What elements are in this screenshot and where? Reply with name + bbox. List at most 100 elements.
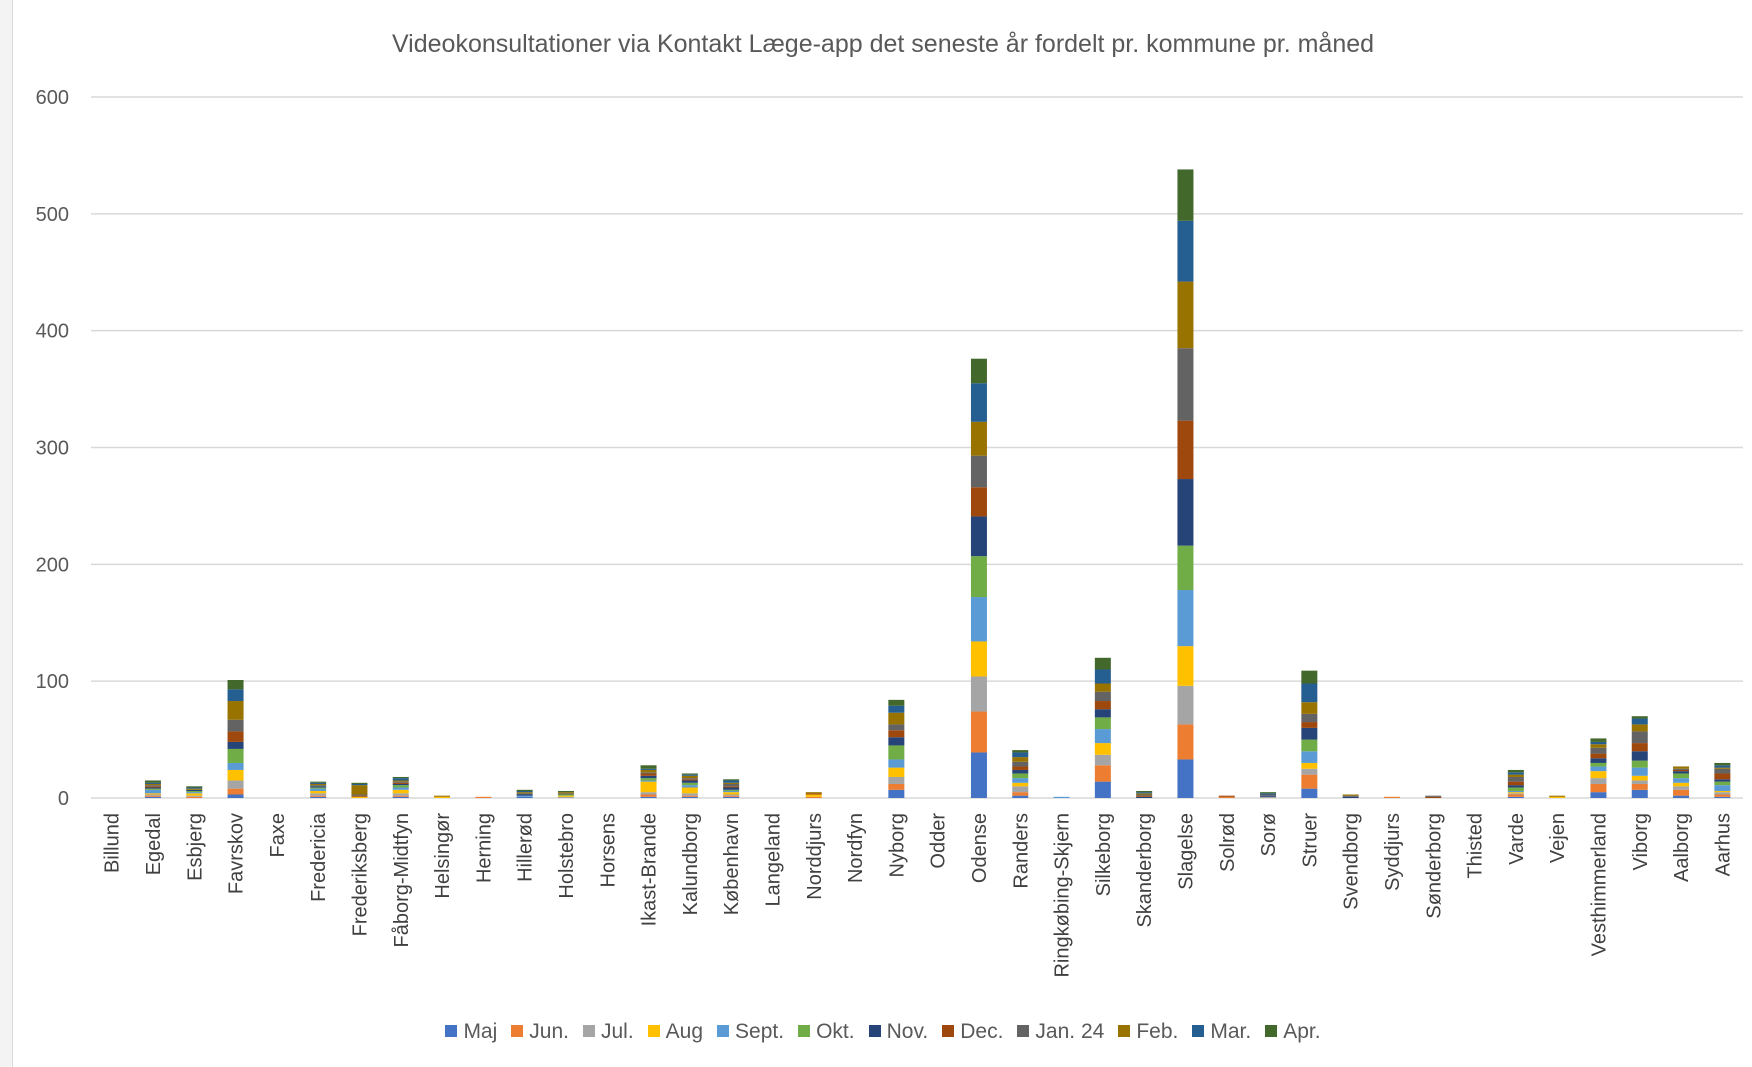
legend-label: Mar. (1210, 1020, 1252, 1043)
bar-segment (310, 783, 327, 786)
bar-segment (516, 795, 533, 797)
bar-segment (1177, 545, 1194, 591)
bar-segment (1549, 795, 1566, 797)
bar-segment (1301, 762, 1318, 769)
bar-segment (310, 788, 327, 791)
bar-segment (1590, 741, 1607, 745)
bar-segment (144, 794, 161, 796)
bar-segment (888, 712, 905, 725)
bar-segment (723, 795, 740, 797)
bar-segment (1012, 782, 1029, 787)
x-tick-label: Sønderborg (1423, 813, 1445, 919)
bar-segment (681, 782, 698, 786)
bar-segment (1507, 794, 1524, 797)
legend-label: Dec. (960, 1020, 1004, 1043)
chart-title: Videokonsultationer via Kontakt Læge-app… (391, 30, 1375, 58)
bar-segment (1714, 773, 1731, 780)
bar-segment (888, 776, 905, 784)
bar-segment (1590, 758, 1607, 763)
bar-segment (392, 776, 409, 779)
bar-segment (723, 792, 740, 795)
x-tick-label: Viborg (1630, 813, 1652, 870)
bar-segment (1590, 771, 1607, 779)
bar-segment (144, 789, 161, 794)
bar-segment (1714, 762, 1731, 766)
bar-segment (1631, 731, 1648, 744)
bar-segment (1673, 769, 1690, 772)
x-tick-label: Silkeborg (1093, 813, 1115, 896)
bar-segment (1136, 793, 1153, 795)
bar-segment (1053, 796, 1070, 798)
bar-segment (888, 745, 905, 760)
bar-segment (1012, 795, 1029, 798)
bar-segment (723, 796, 740, 798)
bar-segment (1094, 743, 1111, 755)
bar-segment (640, 780, 657, 782)
legend-swatch (942, 1025, 955, 1037)
bar-segment (392, 782, 409, 784)
legend-item: Mar. (1192, 1020, 1251, 1044)
bar-segment (640, 769, 657, 773)
bar-segment (227, 762, 244, 770)
bar-segment (1260, 796, 1277, 798)
bar-segment (1260, 795, 1277, 797)
bar-segment (1177, 590, 1194, 647)
bar-segment (1136, 796, 1153, 798)
bar-segment (1673, 771, 1690, 774)
bar-segment (1301, 788, 1318, 798)
bar-segment (970, 487, 987, 517)
bar-segment (186, 792, 203, 794)
bar-segment (310, 787, 327, 789)
bar-segment (1218, 796, 1235, 798)
bar-segment (681, 779, 698, 781)
bar-segment (557, 796, 574, 798)
bar-segment (1507, 790, 1524, 793)
bar-segment (516, 793, 533, 795)
bar-segment (392, 793, 409, 796)
bar-segment (310, 796, 327, 798)
chart-legend: Maj Jun. Jul. Aug Sept. Okt. Nov. Dec. Jan. 24 Fe… (13, 1020, 1752, 1044)
bar-segment (227, 719, 244, 732)
bar-segment (888, 705, 905, 713)
bar-segment (723, 787, 740, 790)
bar-segment (1714, 785, 1731, 791)
x-tick-label: Ikast-Brande (639, 813, 661, 926)
x-tick-label: Horsens (597, 813, 619, 887)
y-tick-label: 500 (36, 204, 69, 226)
bar-segment (970, 556, 987, 598)
x-tick-label: Ringkøbing-Skjern (1052, 813, 1074, 978)
bar-segment (144, 786, 161, 788)
bar-segment (1301, 713, 1318, 723)
bar-segment (681, 785, 698, 788)
bar-segment (392, 780, 409, 782)
bar-segment (1012, 773, 1029, 779)
x-tick-label: Fredericia (308, 812, 330, 902)
y-tick-label: 200 (36, 554, 69, 576)
legend-swatch (1192, 1025, 1205, 1037)
x-tick-label: Egedal (143, 813, 165, 875)
legend-item: Aug (647, 1020, 703, 1044)
bar-segment (1631, 775, 1648, 781)
bar-segment (392, 781, 409, 783)
bar-segment (723, 790, 740, 793)
bar-segment (1590, 762, 1607, 767)
bar-segment (1507, 785, 1524, 788)
bar-segment (1673, 773, 1690, 779)
bar-segment (1342, 795, 1359, 797)
x-tick-label: Frederiksberg (349, 813, 371, 936)
bar-segment (1177, 646, 1194, 686)
legend-item: Dec. (942, 1020, 1003, 1044)
bar-segment (144, 788, 161, 790)
bar-segment (1590, 753, 1607, 759)
bar-segment (1094, 657, 1111, 670)
legend-swatch (445, 1025, 458, 1037)
bar-segment (681, 796, 698, 798)
bar-segment (723, 789, 740, 791)
bar-segment (888, 767, 905, 777)
bar-segment (1673, 766, 1690, 769)
bar-segment (1631, 760, 1648, 768)
bar-segment (310, 793, 327, 796)
bar-segment (1301, 702, 1318, 714)
bar-segment (1590, 738, 1607, 742)
x-tick-label: Faxe (267, 813, 289, 857)
